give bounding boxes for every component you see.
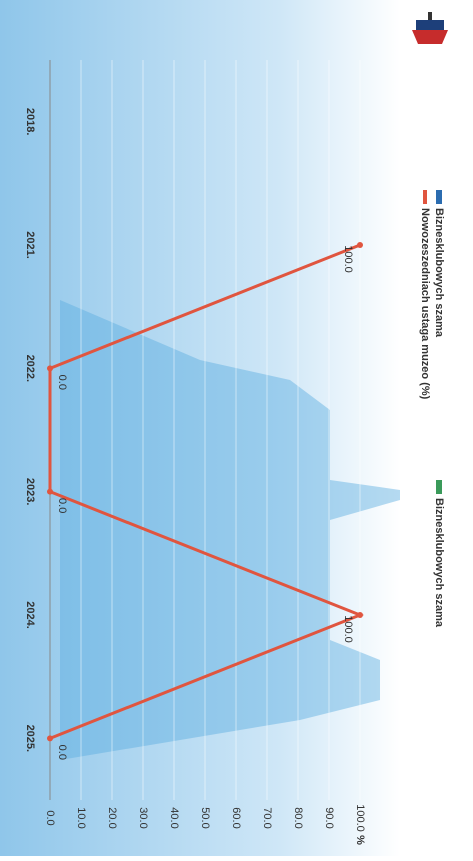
legend-swatch [436,480,442,494]
x-tick-label: 2025. [24,725,36,753]
y-tick-label: 80.0 [292,807,304,828]
data-label: 100.0 [342,245,354,273]
x-tick-label: 2024. [24,601,36,629]
x-tick-label: 2023. [24,478,36,506]
x-tick-label: 2018. [24,108,36,136]
background [0,0,400,856]
y-tick-label: 10.0 [75,807,87,828]
background-shape [60,300,400,760]
legend-swatch [436,190,442,204]
y-tick-label: 90.0 [323,807,335,828]
point [47,365,53,372]
y-tick-label: 70.0 [261,807,273,828]
y-tick-label: 30.0 [137,807,149,828]
plot: 0.0 10.0 20.0 30.0 40.0 50.0 60.0 70.0 80.0 90.0 1… [24,60,445,845]
legend-label: Nowozeszedniach ustaga muzeo (%) [419,208,431,400]
y-tick-label: 20.0 [106,807,118,828]
y-axis-label: % [354,835,366,845]
y-tick-label: 40.0 [168,807,180,828]
y-tick-label: 0.0 [44,810,56,825]
data-label: 0.0 [56,375,68,390]
y-tick-label: 100.0 [354,804,366,832]
data-label: 0.0 [56,498,68,513]
legend-label: Biznesklubowych szama [433,498,445,628]
legend-label: Biznesklubowych szama [433,208,445,338]
point [47,735,53,742]
point [47,488,53,495]
data-label: 100.0 [342,615,354,643]
x-tick-label: 2022. [24,355,36,383]
y-tick-label: 50.0 [199,807,211,828]
y-tick-label: 60.0 [230,807,242,828]
logo [412,12,448,44]
point [357,242,363,248]
legend-swatch [423,190,427,204]
data-label: 0.0 [56,745,68,760]
x-tick-label: 2021. [24,231,36,259]
point [357,612,363,618]
